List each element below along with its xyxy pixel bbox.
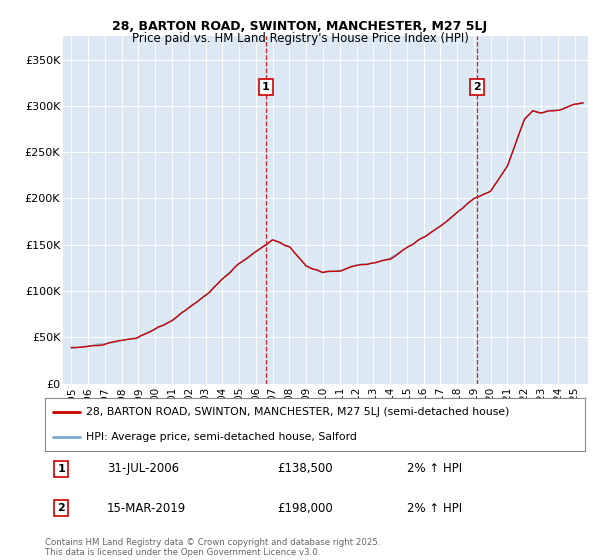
Text: 28, BARTON ROAD, SWINTON, MANCHESTER, M27 5LJ: 28, BARTON ROAD, SWINTON, MANCHESTER, M2…: [112, 20, 488, 32]
Text: HPI: Average price, semi-detached house, Salford: HPI: Average price, semi-detached house,…: [86, 432, 356, 442]
Text: £138,500: £138,500: [277, 462, 333, 475]
Text: 2: 2: [473, 82, 481, 92]
Text: 28, BARTON ROAD, SWINTON, MANCHESTER, M27 5LJ (semi-detached house): 28, BARTON ROAD, SWINTON, MANCHESTER, M2…: [86, 408, 509, 418]
Text: 1: 1: [58, 464, 65, 474]
Text: 15-MAR-2019: 15-MAR-2019: [107, 502, 187, 515]
Text: Contains HM Land Registry data © Crown copyright and database right 2025.
This d: Contains HM Land Registry data © Crown c…: [45, 538, 380, 557]
Text: 2% ↑ HPI: 2% ↑ HPI: [407, 502, 462, 515]
Text: 1: 1: [262, 82, 269, 92]
Text: Price paid vs. HM Land Registry's House Price Index (HPI): Price paid vs. HM Land Registry's House …: [131, 32, 469, 45]
Text: 31-JUL-2006: 31-JUL-2006: [107, 462, 179, 475]
Text: £198,000: £198,000: [277, 502, 333, 515]
Text: 2: 2: [58, 503, 65, 513]
Text: 2% ↑ HPI: 2% ↑ HPI: [407, 462, 462, 475]
